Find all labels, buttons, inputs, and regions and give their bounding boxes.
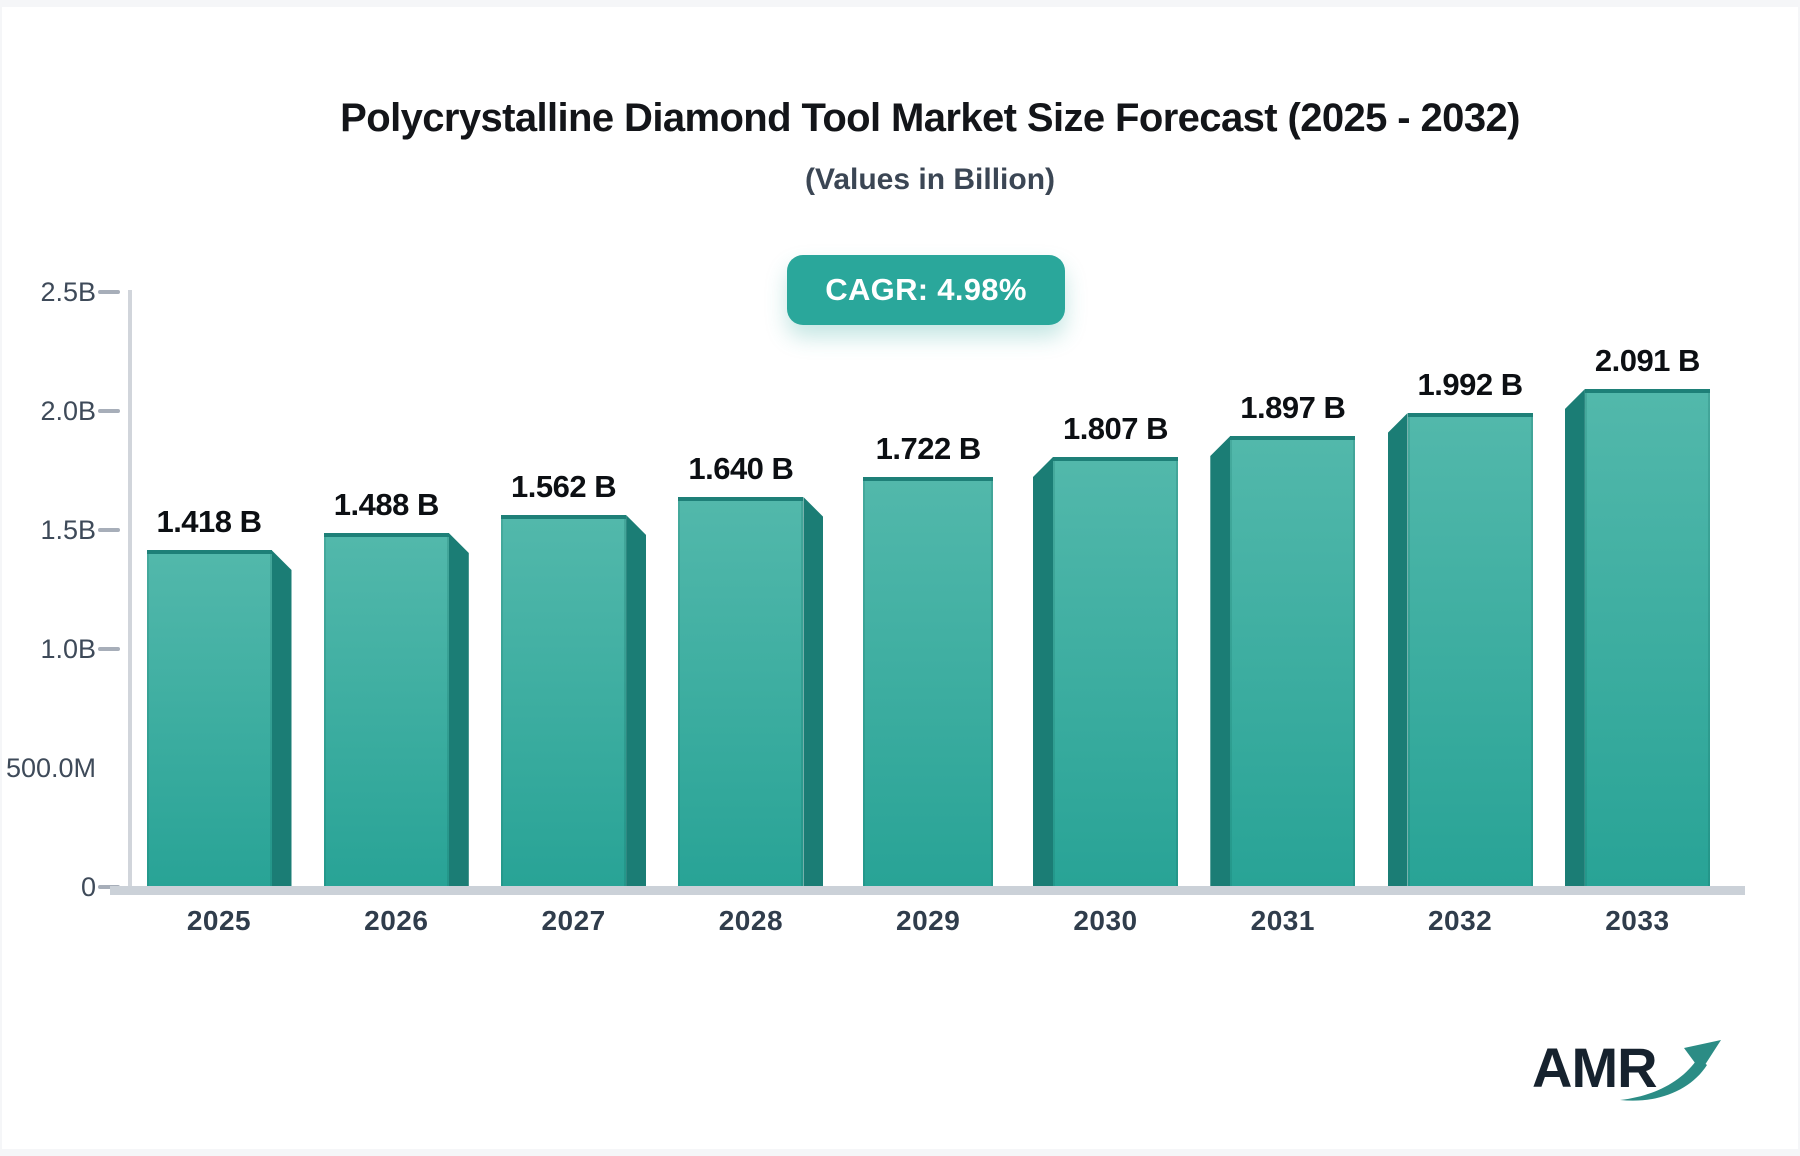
bar-side-face: [271, 550, 292, 887]
bar-value-label: 1.722 B: [875, 431, 982, 466]
bar-side-face: [448, 533, 469, 887]
bar-2030: [1033, 457, 1178, 887]
x-axis-label: 2025: [186, 905, 252, 936]
y-axis-tick: [98, 290, 120, 294]
bar-2028: [678, 497, 824, 887]
bar-side-face: [1387, 413, 1408, 887]
bar-value-label: 1.488 B: [333, 487, 440, 522]
bar-side-face: [1033, 457, 1053, 887]
amr-logo-text: AMR: [1532, 1036, 1658, 1099]
bar-2032: [1387, 413, 1533, 887]
x-axis-label: 2028: [718, 905, 784, 936]
bar-front-face: [1230, 436, 1356, 887]
bar-value-label: 2.091 B: [1594, 343, 1701, 378]
bar-value-label: 1.992 B: [1417, 367, 1524, 402]
y-axis-label: 500.0M: [5, 753, 96, 783]
cagr-badge-label: CAGR: 4.98%: [825, 272, 1027, 307]
y-axis-label: 1.5B: [40, 515, 96, 545]
bar-side-face: [1210, 436, 1231, 887]
x-axis-label: 2031: [1250, 905, 1315, 936]
amr-logo: AMR: [1532, 1040, 1721, 1110]
bar-2031: [1210, 436, 1356, 887]
chart-subtitle: (Values in Billion): [804, 163, 1056, 196]
bar-side-face: [626, 515, 647, 887]
bar-side-face: [803, 497, 824, 887]
y-axis-tick: [98, 409, 120, 413]
y-axis-label: 1.0B: [40, 634, 96, 664]
y-axis-label: 0: [80, 872, 96, 902]
x-axis-label: 2032: [1427, 905, 1493, 936]
bar-front-face: [146, 550, 272, 887]
bar-value-label: 1.418 B: [156, 504, 262, 539]
y-axis-tick: [98, 528, 120, 532]
y-axis-tick: [98, 885, 120, 889]
bar-front-face: [1584, 389, 1710, 887]
bar-front-face: [1053, 457, 1178, 887]
x-axis-label: 2029: [896, 905, 961, 936]
bar-value-label: 1.562 B: [511, 469, 617, 504]
bar-front-face: [678, 497, 804, 887]
y-axis-line: [128, 290, 132, 887]
x-axis-label: 2026: [364, 905, 429, 936]
x-axis-label: 2030: [1073, 905, 1138, 936]
bar-front-face: [1407, 413, 1533, 887]
bar-value-label: 1.807 B: [1062, 411, 1169, 446]
bar-value-label: 1.897 B: [1240, 390, 1346, 425]
x-axis-label: 2033: [1605, 905, 1670, 936]
bar-2027: [501, 515, 647, 887]
bar-2029: [863, 477, 994, 887]
y-axis-label: 2.5B: [40, 277, 96, 307]
cagr-badge: CAGR: 4.98%: [787, 255, 1065, 325]
bar-front-face: [863, 477, 994, 887]
bar-front-face: [323, 533, 449, 887]
growth-arrow-icon: [1620, 1040, 1721, 1101]
x-axis-baseline: [110, 886, 1745, 895]
x-axis-label: 2027: [541, 905, 606, 936]
bar-2033: [1564, 389, 1710, 887]
bar-side-face: [1564, 389, 1585, 887]
y-axis-label: 2.0B: [40, 396, 96, 426]
y-axis-tick: [98, 647, 120, 651]
chart-title: Polycrystalline Diamond Tool Market Size…: [340, 96, 1520, 140]
bar-2025: [146, 550, 292, 887]
bar-2026: [323, 533, 469, 887]
bar-value-label: 1.640 B: [688, 451, 794, 486]
bar-front-face: [501, 515, 627, 887]
